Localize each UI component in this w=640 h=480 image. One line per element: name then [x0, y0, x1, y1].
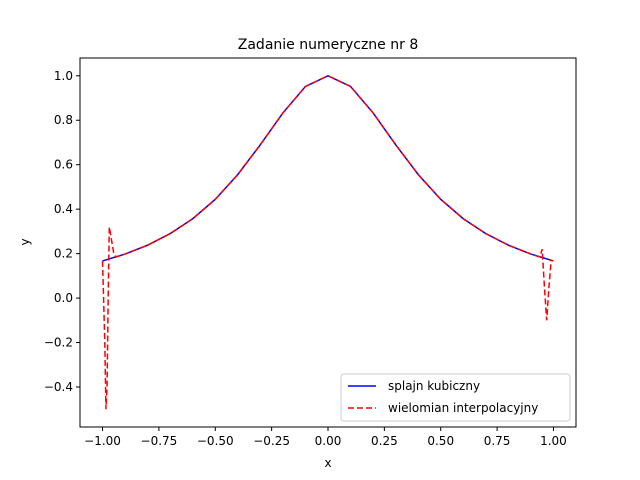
legend-label-splajn: splajn kubiczny [388, 379, 480, 393]
x-tick-label: 1.00 [540, 434, 567, 448]
y-tick-label: 0.4 [54, 202, 73, 216]
x-tick-label: 0.25 [371, 434, 398, 448]
y-tick-label: 0.0 [54, 291, 73, 305]
plot-area [101, 74, 554, 410]
x-tick-label: 0.75 [484, 434, 511, 448]
x-tick-label: 0.50 [427, 434, 454, 448]
x-tick-label: −0.75 [141, 434, 178, 448]
x-tick-label: 0.00 [315, 434, 342, 448]
x-tick-label: −0.25 [253, 434, 290, 448]
series-line-wielomian-interpolacyjny [101, 74, 554, 410]
y-tick-label: −0.4 [44, 380, 73, 394]
y-axis: −0.4 −0.2 0.0 0.2 0.4 0.6 0.8 1.0 [44, 69, 80, 394]
x-axis: −1.00 −0.75 −0.50 −0.25 0.00 0.25 0.50 0.75 1.00 [84, 427, 567, 448]
x-axis-label: x [324, 456, 331, 470]
y-tick-label: −0.2 [44, 336, 73, 350]
chart-title: Zadanie numeryczne nr 8 [238, 37, 418, 53]
x-tick-label: −1.00 [84, 434, 121, 448]
legend-frame [340, 373, 571, 422]
y-tick-label: 0.8 [54, 113, 73, 127]
y-axis-label: y [18, 238, 32, 245]
legend: splajn kubiczny wielomian interpolacyjny [340, 373, 571, 422]
legend-label-wielomian: wielomian interpolacyjny [388, 401, 538, 415]
x-tick-label: −0.50 [197, 434, 234, 448]
y-tick-label: 0.2 [54, 247, 73, 261]
y-tick-label: 0.6 [54, 158, 73, 172]
y-tick-label: 1.0 [54, 69, 73, 83]
